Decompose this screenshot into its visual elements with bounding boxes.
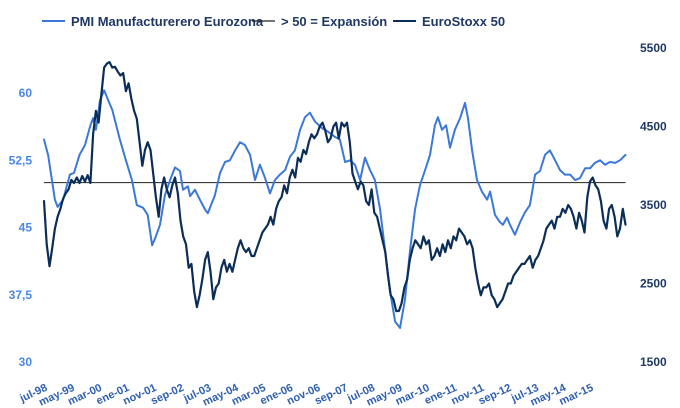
y-right-tick: 5500 [640, 41, 667, 55]
y-left-tick: 45 [19, 221, 33, 235]
legend-item-stoxx[interactable]: EuroStoxx 50 [393, 14, 505, 29]
y-left-tick: 60 [19, 86, 33, 100]
legend-label-threshold: > 50 = Expansión [281, 14, 387, 29]
y-left-tick: 52,5 [9, 153, 33, 167]
y-right-tick: 1500 [640, 355, 667, 369]
y-right-tick: 2500 [640, 277, 667, 291]
legend-label-stoxx: EuroStoxx 50 [422, 14, 505, 29]
y-right-tick: 4500 [640, 120, 667, 134]
legend-label-pmi: PMI Manufacturerero Eurozona [71, 14, 264, 29]
x-axis: jul-98may-99mar-00ene-01nov-01sep-02jul-… [17, 381, 595, 408]
series-line-pmi [43, 89, 627, 329]
series-line-eurostoxx50 [42, 61, 627, 313]
y-left-tick: 30 [19, 355, 33, 369]
legend-item-threshold[interactable]: > 50 = Expansión [252, 14, 387, 29]
y-right-tick: 3500 [640, 198, 667, 212]
y-axis-left: 30 37,5 45 52,5 60 [9, 86, 33, 369]
plot-area [42, 61, 627, 329]
legend-item-pmi[interactable]: PMI Manufacturerero Eurozona [42, 14, 264, 29]
legend: PMI Manufacturerero Eurozona > 50 = Expa… [42, 14, 505, 29]
y-axis-right: 1500 2500 3500 4500 5500 [640, 41, 667, 369]
y-left-tick: 37,5 [9, 288, 33, 302]
